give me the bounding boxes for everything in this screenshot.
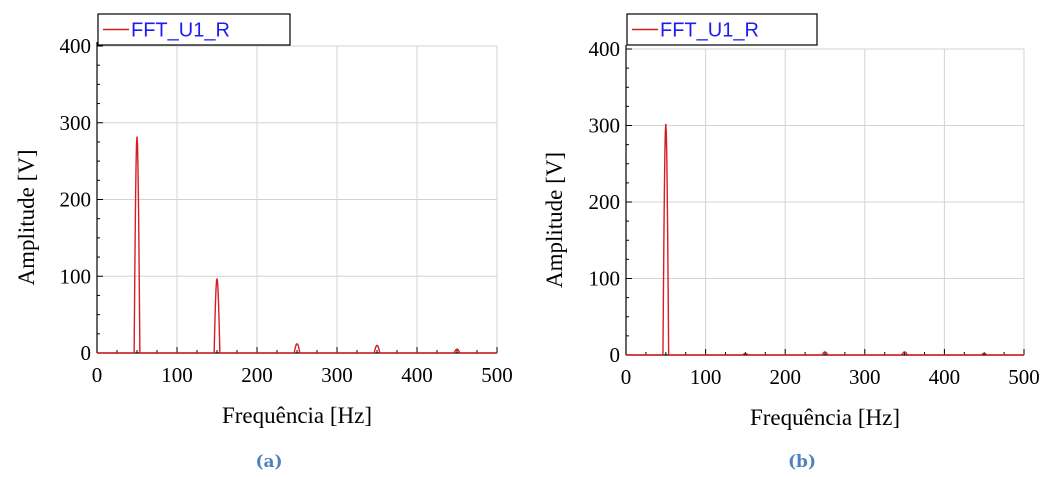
- legend-box: [97, 13, 291, 46]
- y-tick-label: 300: [589, 114, 621, 138]
- x-tick-label: 400: [401, 363, 433, 387]
- y-tick-label: 0: [81, 341, 92, 365]
- legend-label: FFT_U1_R: [660, 20, 759, 42]
- y-tick-label: 400: [60, 34, 92, 58]
- x-tick-label: 0: [92, 363, 103, 387]
- y-tick-label: 100: [60, 264, 92, 288]
- y-tick-label: 200: [60, 188, 92, 212]
- x-tick-label: 400: [929, 365, 961, 389]
- chart-a-caption: (a): [255, 452, 283, 472]
- chart-b-caption: (b): [788, 452, 816, 472]
- y-tick-label: 100: [589, 267, 621, 291]
- y-tick-label: 0: [610, 343, 621, 367]
- x-tick-label: 300: [321, 363, 353, 387]
- x-tick-label: 200: [769, 365, 801, 389]
- chart-panel-b: 0 100 200 300 400 0 100 200 300 400 500 Frequência …: [528, 0, 1050, 477]
- x-tick-label: 0: [621, 365, 632, 389]
- series-line-fft-u1-r: [97, 136, 497, 354]
- series-line-fft-u1-r: [626, 123, 1024, 356]
- x-axis-title: Frequência [Hz]: [750, 405, 900, 430]
- x-tick-label: 200: [241, 363, 273, 387]
- x-tick-label: 500: [1008, 365, 1040, 389]
- y-tick-label: 400: [589, 37, 621, 61]
- y-axis-title: Amplitude [V]: [542, 152, 567, 288]
- y-tick-label: 300: [60, 111, 92, 135]
- legend-label: FFT_U1_R: [131, 20, 230, 42]
- chart-b-svg: 0 100 200 300 400 0 100 200 300 400 500 Frequência …: [542, 13, 1040, 430]
- x-axis-title: Frequência [Hz]: [222, 403, 372, 428]
- legend-box: [626, 13, 818, 46]
- y-tick-label: 200: [589, 190, 621, 214]
- x-tick-label: 300: [849, 365, 881, 389]
- x-tick-label: 500: [481, 363, 513, 387]
- y-axis-title: Amplitude [V]: [14, 149, 39, 285]
- chart-panel-a: 0 100 200 300 400 0 100 200 300 400 500 Frequência …: [14, 13, 513, 472]
- chart-a-svg: 0 100 200 300 400 0 100 200 300 400 500 Frequência …: [14, 13, 513, 428]
- x-tick-label: 100: [161, 363, 193, 387]
- x-tick-label: 100: [690, 365, 722, 389]
